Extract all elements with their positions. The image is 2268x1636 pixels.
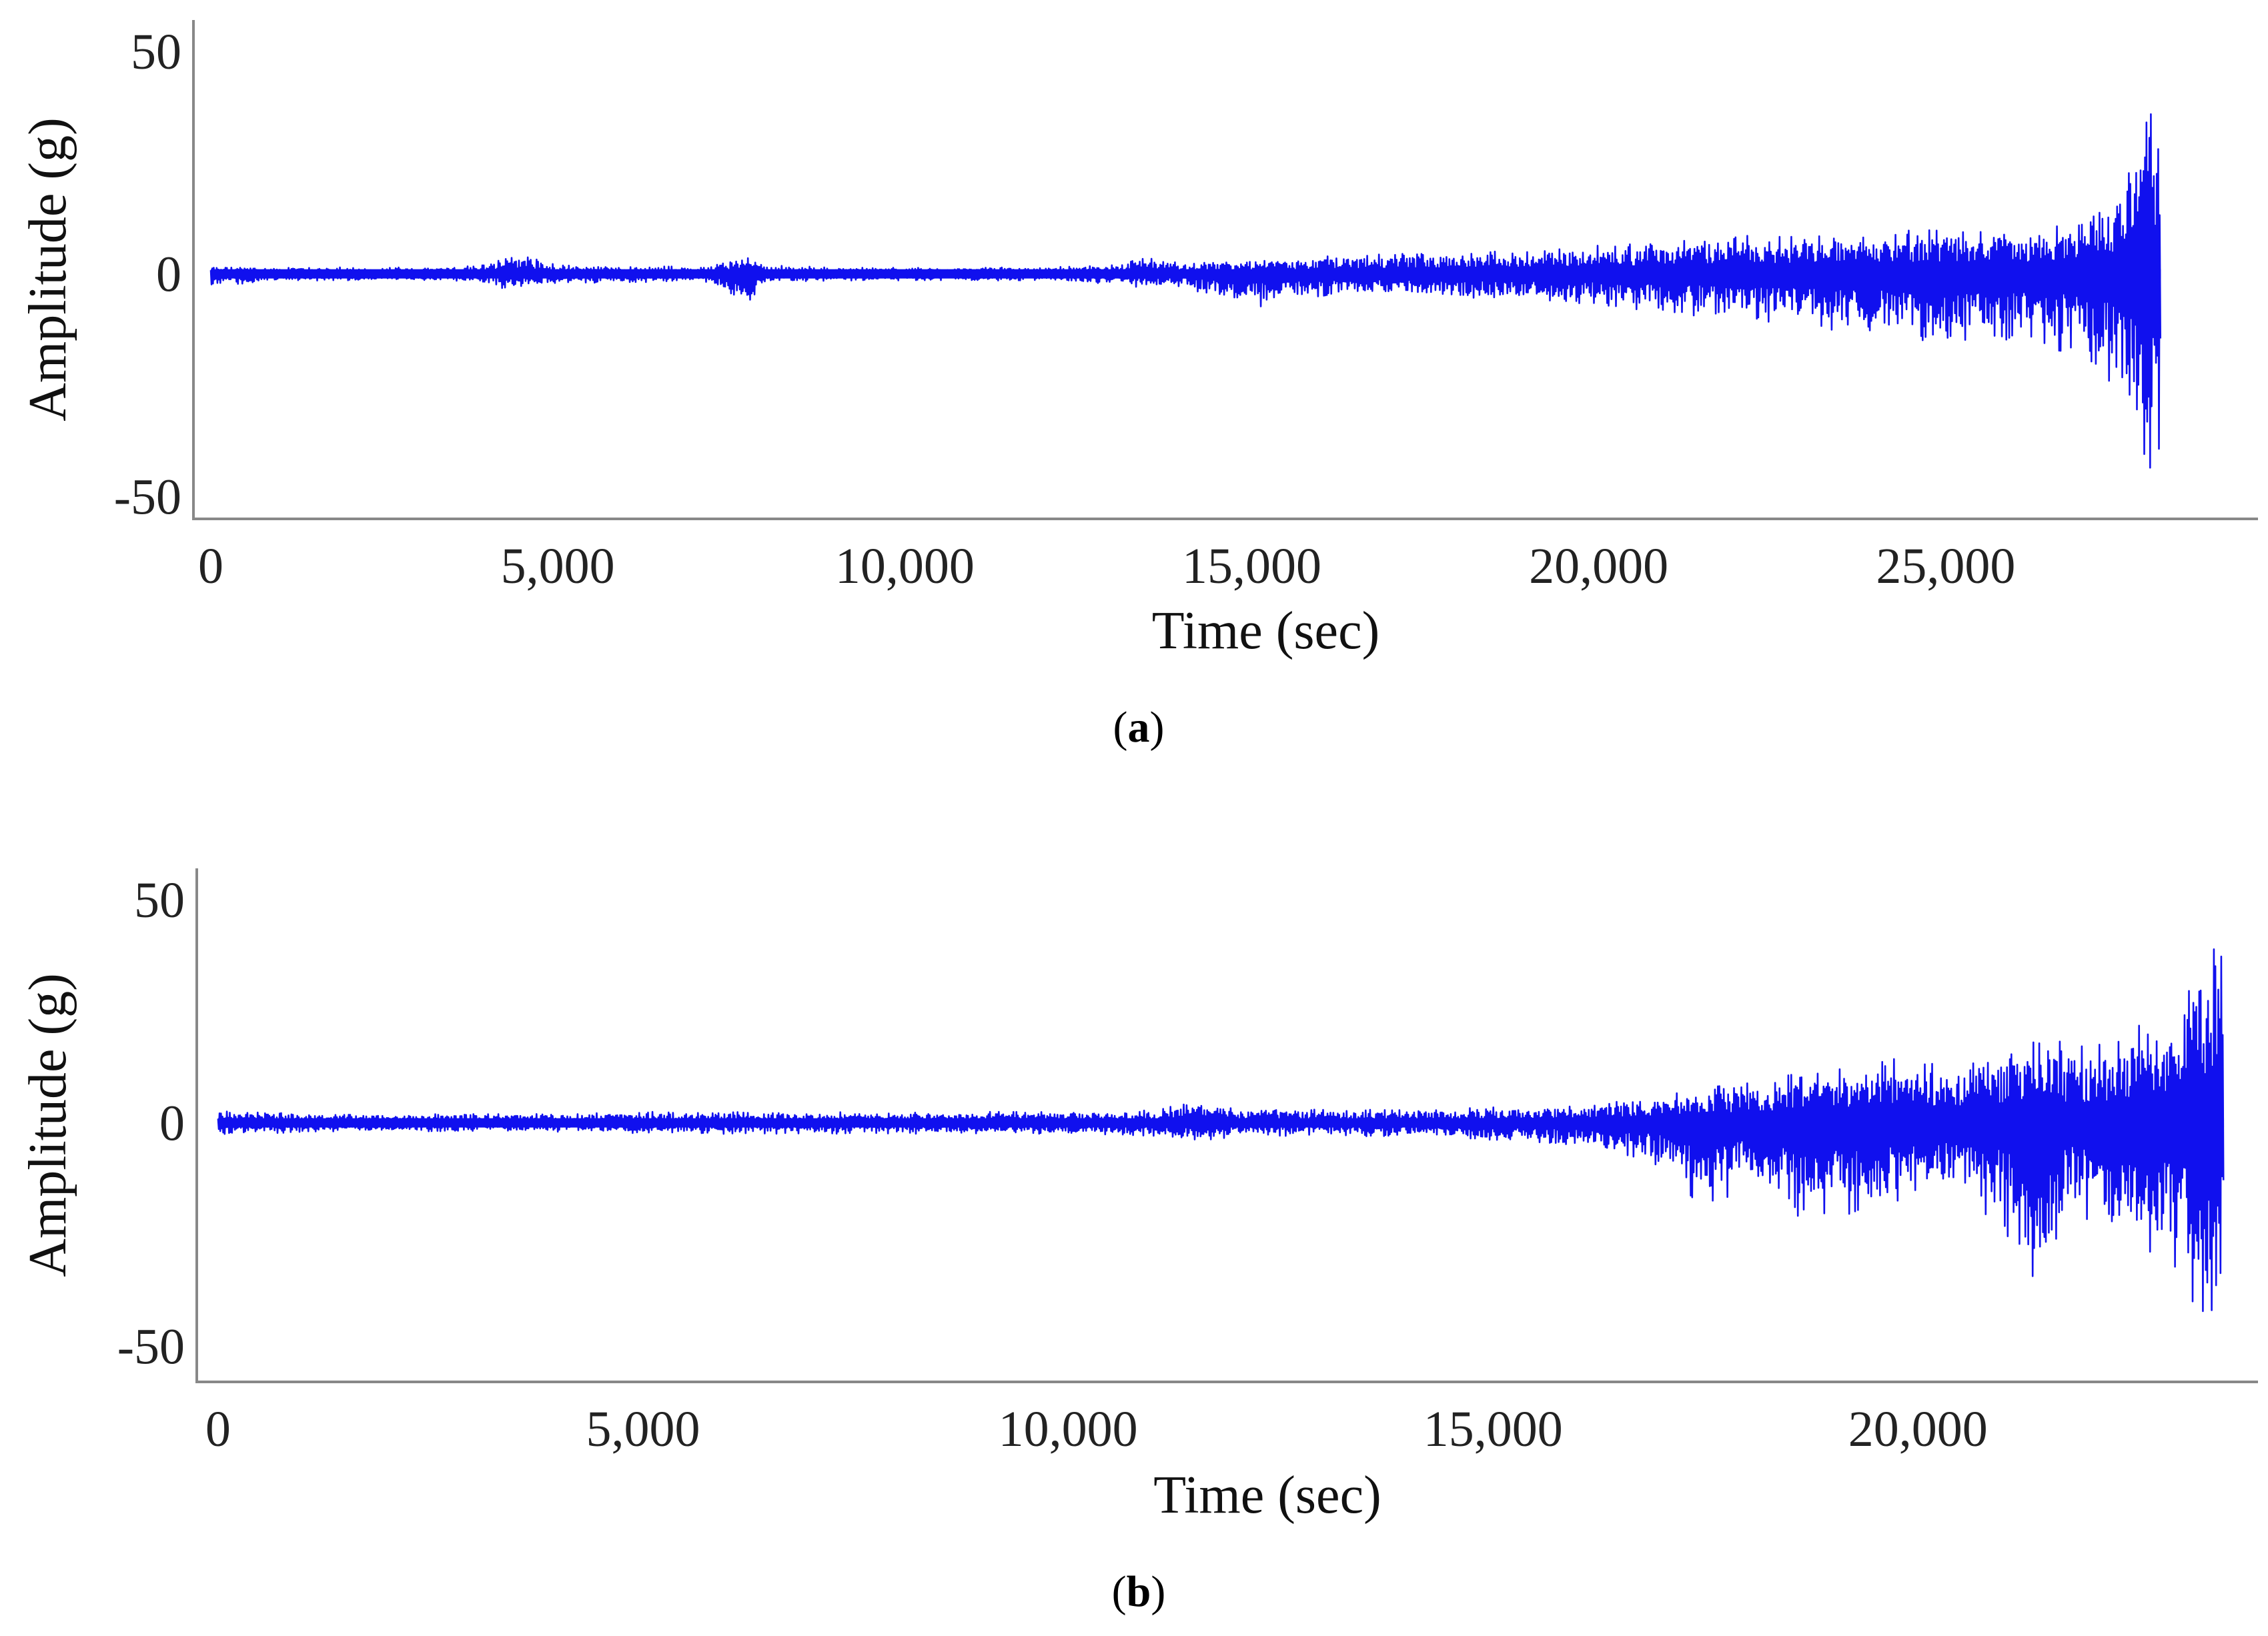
signal-a [209, 113, 2161, 469]
x-ticks-a: 0 5,000 10,000 15,000 20,000 25,000 [198, 538, 2015, 594]
panel-letter-a: a [1128, 703, 1150, 752]
y-tick-label: 50 [134, 872, 185, 928]
x-tick-label: 5,000 [586, 1401, 700, 1457]
y-axis-label-a: Amplitude (g) [19, 117, 77, 421]
x-tick-label: 25,000 [1876, 538, 2015, 594]
panel-letter-b: b [1127, 1567, 1151, 1616]
x-tick-label: 10,000 [835, 538, 975, 594]
x-tick-label: 10,000 [999, 1401, 1138, 1457]
y-tick-label: -50 [117, 1319, 185, 1375]
y-tick-label: 50 [131, 24, 181, 80]
y-ticks-b: -50 0 50 [117, 872, 185, 1375]
x-tick-label: 20,000 [1529, 538, 1668, 594]
x-tick-label: 20,000 [1848, 1401, 1988, 1457]
x-ticks-b: 0 5,000 10,000 15,000 20,000 [205, 1401, 1988, 1457]
signal-b [217, 948, 2225, 1313]
panel-label-b: (b) [1112, 1567, 1166, 1616]
x-axis-label-b: Time (sec) [1153, 1466, 1381, 1525]
panel-label-a: (a) [1113, 703, 1165, 752]
y-tick-label: -50 [114, 470, 181, 526]
y-ticks-a: -50 0 50 [114, 24, 181, 526]
y-tick-label: 0 [159, 1096, 185, 1152]
x-tick-label: 0 [205, 1401, 231, 1457]
y-axis-label-b: Amplitude (g) [19, 973, 77, 1277]
axes-frame-a [192, 20, 2258, 520]
x-tick-label: 15,000 [1424, 1401, 1563, 1457]
y-tick-label: 0 [156, 247, 181, 303]
x-tick-label: 0 [198, 538, 223, 594]
x-tick-label: 15,000 [1182, 538, 1321, 594]
axes-frame-b [195, 868, 2258, 1383]
x-tick-label: 5,000 [501, 538, 615, 594]
x-axis-label-a: Time (sec) [1152, 602, 1379, 660]
panel-a: -50 0 50 0 5,000 10,000 15,000 20,000 25,000 Am… [19, 20, 2258, 752]
panel-b: -50 0 50 0 5,000 10,000 15,000 20,000 Amplitud… [19, 868, 2258, 1616]
